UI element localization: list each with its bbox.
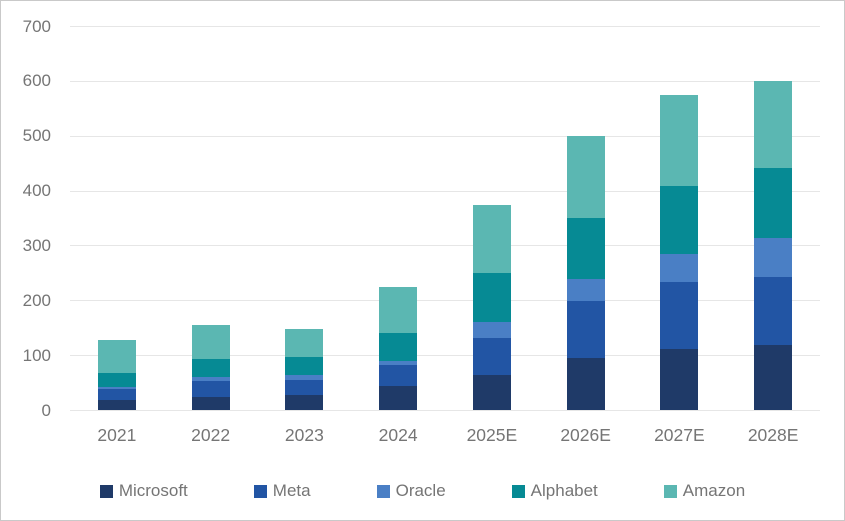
- bar-segment-oracle-2028E[interactable]: [754, 238, 793, 278]
- bar-segment-oracle-2023[interactable]: [285, 374, 324, 381]
- bar-segment-alphabet-2022[interactable]: [191, 358, 230, 378]
- bar-segment-microsoft-2021[interactable]: [97, 399, 136, 411]
- x-axis-label-2022: 2022: [191, 425, 231, 445]
- gridline-y500: [70, 135, 820, 137]
- bar-2023[interactable]: [285, 328, 324, 411]
- bar-segment-oracle-2027E[interactable]: [660, 254, 699, 282]
- legend-label: Amazon: [682, 481, 746, 500]
- bar-segment-oracle-2021[interactable]: [97, 386, 136, 389]
- legend-label: Microsoft: [118, 481, 188, 500]
- bar-2028E[interactable]: [754, 81, 793, 411]
- bar-segment-amazon-2025E[interactable]: [472, 204, 511, 274]
- bar-segment-amazon-2028E[interactable]: [754, 81, 793, 169]
- bar-segment-meta-2023[interactable]: [285, 380, 324, 396]
- bar-segment-alphabet-2026E[interactable]: [566, 218, 605, 279]
- legend-label: Alphabet: [530, 481, 598, 500]
- chart-legend: Microsoft Meta Oracle Alphabet Amazon: [1, 481, 844, 501]
- x-axis-label-2027E: 2027E: [654, 425, 705, 445]
- bar-2025E[interactable]: [472, 204, 511, 411]
- gridline-y100: [70, 355, 820, 357]
- bar-segment-oracle-2025E[interactable]: [472, 321, 511, 339]
- bar-segment-alphabet-2023[interactable]: [285, 357, 324, 375]
- gridline-y300: [70, 245, 820, 247]
- bar-segment-microsoft-2028E[interactable]: [754, 345, 793, 411]
- bar-segment-oracle-2024[interactable]: [379, 360, 418, 365]
- bar-segment-meta-2024[interactable]: [379, 364, 418, 386]
- bar-segment-amazon-2023[interactable]: [285, 328, 324, 358]
- bar-segment-alphabet-2021[interactable]: [97, 373, 136, 387]
- legend-swatch-icon: [511, 484, 525, 498]
- x-axis-label-2025E: 2025E: [466, 425, 518, 445]
- bar-2022[interactable]: [191, 325, 230, 411]
- bar-segment-meta-2022[interactable]: [191, 380, 230, 398]
- bar-segment-meta-2026E[interactable]: [566, 300, 605, 359]
- bar-segment-alphabet-2027E[interactable]: [660, 185, 699, 255]
- bar-segment-meta-2028E[interactable]: [754, 277, 793, 346]
- gridline-y600: [70, 80, 820, 82]
- bar-segment-microsoft-2023[interactable]: [285, 395, 324, 411]
- y-axis-tick-label: 400: [22, 181, 51, 201]
- gridline-y0: [70, 410, 820, 411]
- legend-item-microsoft: Microsoft: [99, 481, 188, 501]
- gridline-y400: [70, 190, 820, 192]
- bar-segment-meta-2027E[interactable]: [660, 281, 699, 350]
- bar-segment-amazon-2026E[interactable]: [566, 136, 605, 219]
- legend-item-oracle: Oracle: [376, 481, 446, 501]
- y-axis-tick-label: 600: [22, 71, 51, 91]
- bar-segment-microsoft-2026E[interactable]: [566, 358, 605, 411]
- bar-2026E[interactable]: [566, 136, 605, 411]
- bar-segment-alphabet-2028E[interactable]: [754, 168, 793, 239]
- x-axis-label-2028E: 2028E: [747, 425, 799, 445]
- x-axis-label-2026E: 2026E: [560, 425, 611, 445]
- bar-segment-microsoft-2022[interactable]: [191, 397, 230, 411]
- bar-segment-meta-2025E[interactable]: [472, 338, 511, 376]
- legend-swatch-icon: [663, 484, 677, 498]
- bar-segment-microsoft-2025E[interactable]: [472, 375, 511, 411]
- bar-segment-amazon-2022[interactable]: [191, 325, 230, 359]
- bar-segment-alphabet-2024[interactable]: [379, 333, 418, 361]
- bar-2027E[interactable]: [660, 95, 699, 411]
- gridline-y700: [70, 26, 820, 27]
- legend-swatch-icon: [99, 484, 113, 498]
- legend-label: Meta: [272, 481, 311, 500]
- bar-segment-amazon-2021[interactable]: [97, 340, 136, 374]
- bar-segment-microsoft-2027E[interactable]: [660, 349, 699, 411]
- bar-segment-microsoft-2024[interactable]: [379, 385, 418, 411]
- y-axis-tick-label: 700: [22, 16, 51, 36]
- bar-segment-oracle-2022[interactable]: [191, 377, 230, 381]
- legend-swatch-icon: [376, 484, 390, 498]
- bar-2021[interactable]: [97, 340, 136, 411]
- bar-segment-meta-2021[interactable]: [97, 388, 136, 400]
- x-axis-label-2023: 2023: [284, 425, 324, 445]
- x-axis-label-2024: 2024: [378, 425, 418, 445]
- x-axis-label-2021: 2021: [97, 425, 137, 445]
- y-axis-tick-label: 0: [41, 400, 51, 420]
- bar-2024[interactable]: [379, 287, 418, 411]
- gridline-y200: [70, 300, 820, 302]
- legend-item-alphabet: Alphabet: [511, 481, 598, 501]
- legend-swatch-icon: [253, 484, 267, 498]
- bar-segment-amazon-2024[interactable]: [379, 287, 418, 334]
- y-axis-tick-label: 300: [22, 235, 51, 255]
- y-axis-tick-label: 200: [22, 290, 51, 310]
- y-axis-tick-label: 100: [22, 345, 51, 365]
- y-axis-tick-label: 500: [22, 126, 51, 146]
- bar-segment-amazon-2027E[interactable]: [660, 95, 699, 186]
- bar-segment-oracle-2026E[interactable]: [566, 278, 605, 301]
- legend-label: Oracle: [395, 481, 446, 500]
- bar-segment-alphabet-2025E[interactable]: [472, 273, 511, 322]
- legend-item-meta: Meta: [253, 481, 311, 501]
- legend-item-amazon: Amazon: [663, 481, 746, 501]
